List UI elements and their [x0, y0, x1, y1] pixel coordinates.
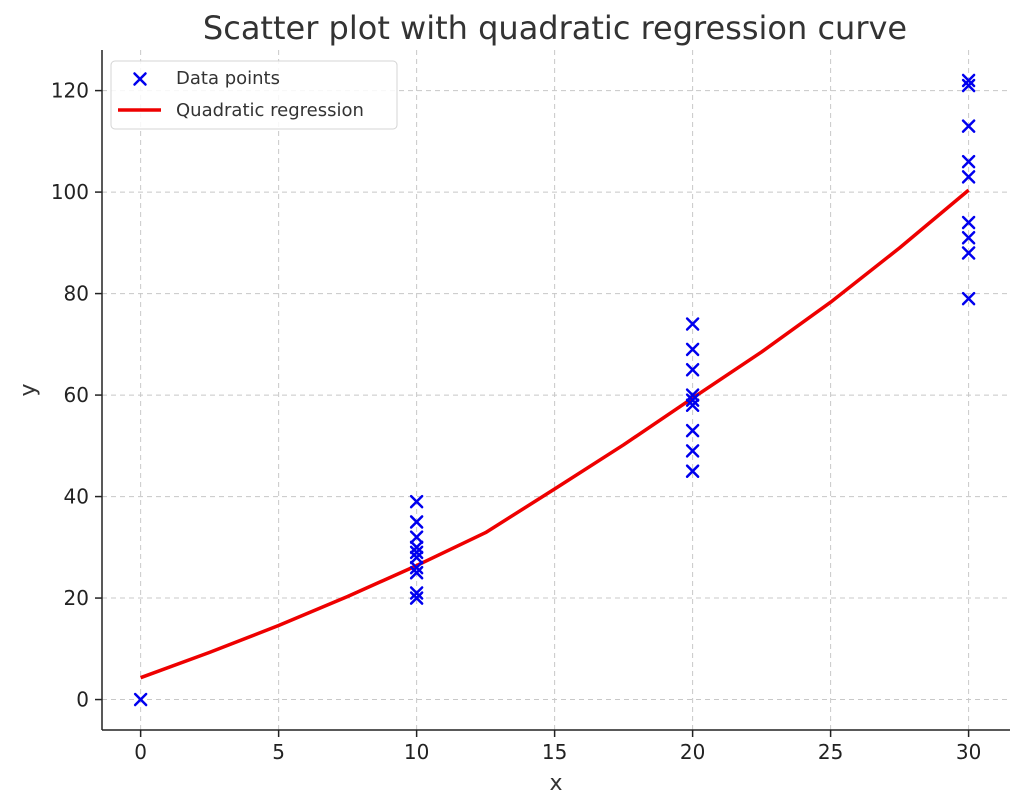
data-point: [685, 317, 700, 331]
data-point: [685, 388, 700, 402]
data-point: [961, 154, 976, 169]
data-point: [409, 586, 424, 600]
legend-box: [110, 60, 398, 130]
legend-label-data-points: Data points: [176, 68, 280, 89]
data-point: [685, 423, 700, 438]
data-point: [961, 231, 976, 245]
data-point: [685, 464, 700, 478]
data-point: [409, 540, 424, 555]
data-point: [961, 170, 976, 184]
data-point: [685, 444, 700, 458]
x-tick-label: 0: [134, 740, 147, 764]
data-point: [961, 215, 976, 230]
x-axis-label: x: [549, 771, 562, 796]
axes: 0 5 10 15 20 25 30 0 20 40 60 80 100 120: [51, 50, 1010, 764]
data-point: [961, 73, 976, 88]
y-tick-label: 120: [51, 79, 89, 103]
data-point: [961, 291, 976, 306]
data-point: [961, 119, 976, 133]
data-point: [409, 530, 424, 544]
data-point: [409, 591, 424, 605]
x-tick-label: 30: [956, 740, 981, 764]
y-tick-label: 100: [51, 180, 89, 204]
legend-marker-data-points: [133, 72, 147, 86]
y-tick-label: 20: [64, 586, 89, 610]
data-point: [961, 78, 976, 93]
x-tick-label: 15: [542, 740, 567, 764]
y-tick-label: 0: [76, 688, 89, 712]
data-point: [409, 560, 424, 575]
y-tick-label: 60: [64, 383, 89, 407]
y-tick-label: 40: [64, 485, 89, 509]
legend: Data points Quadratic regression: [110, 60, 398, 130]
x-tick-label: 10: [404, 740, 429, 764]
x-tick-label: 20: [680, 740, 705, 764]
data-point: [409, 565, 424, 580]
plot-area: [133, 73, 976, 707]
data-point: [685, 362, 700, 377]
data-point: [409, 515, 424, 529]
legend-label-quadratic-regression: Quadratic regression: [176, 100, 364, 121]
data-point: [685, 398, 700, 412]
regression-curve: [139, 188, 970, 680]
data-point: [961, 246, 976, 260]
grid: [102, 50, 1010, 730]
legend-x-marker: [133, 72, 147, 86]
x-tick-label: 5: [272, 740, 285, 764]
data-point: [409, 545, 424, 560]
x-tick-label: 25: [818, 740, 843, 764]
y-tick-label: 80: [64, 282, 89, 306]
data-point: [685, 342, 700, 357]
chart-title: Scatter plot with quadratic regression c…: [203, 9, 907, 47]
data-point: [409, 550, 424, 565]
data-point: [409, 494, 424, 509]
y-axis-label: y: [16, 383, 41, 396]
data-point: [133, 692, 148, 707]
data-point: [685, 393, 700, 407]
